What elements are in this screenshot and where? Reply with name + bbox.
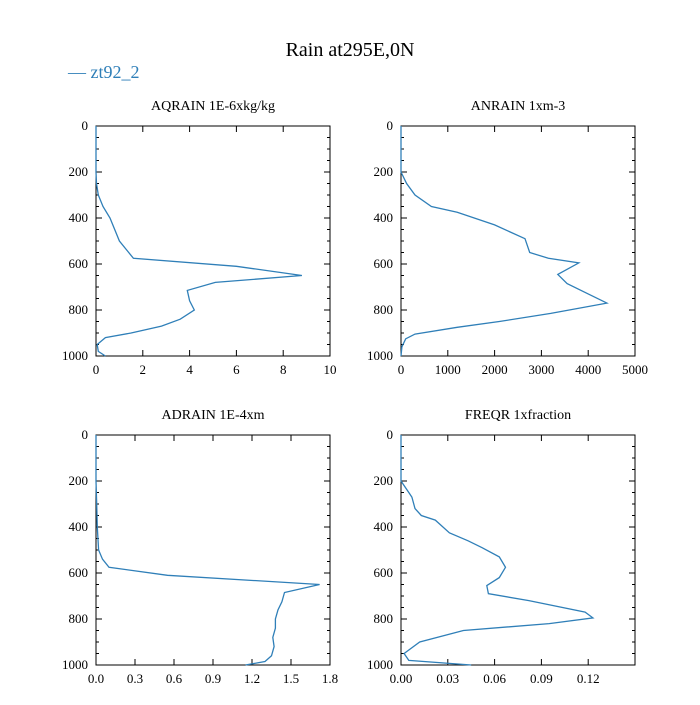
y-tick-label: 800 xyxy=(374,611,394,626)
y-tick-label: 0 xyxy=(387,427,394,442)
panels-group: AQRAIN 1E-6xkg/kg 0 2 4 6 8 10 0 200 400 600 800 100… xyxy=(62,99,648,686)
y-tick-label: 600 xyxy=(69,565,89,580)
plot-frame xyxy=(400,434,636,666)
legend: — zt92_2 xyxy=(67,62,140,82)
y-tick-label: 800 xyxy=(374,302,394,317)
legend-label: zt92_2 xyxy=(91,62,140,82)
panel-1: AQRAIN 1E-6xkg/kg 0 2 4 6 8 10 0 200 400 600 800 100… xyxy=(62,99,337,377)
x-tick-label: 8 xyxy=(280,362,287,377)
x-tick-label: 3000 xyxy=(528,362,554,377)
x-tick-label: 10 xyxy=(324,362,337,377)
y-tick-label: 800 xyxy=(69,611,89,626)
x-tick-label: 0.9 xyxy=(205,671,221,686)
y-tick-label: 400 xyxy=(69,519,89,534)
x-tick-label: 0.06 xyxy=(483,671,506,686)
x-tick-label: 4 xyxy=(186,362,193,377)
panel-title: ADRAIN 1E-4xm xyxy=(161,408,264,423)
x-tick-label: 0 xyxy=(398,362,405,377)
panel-title: FREQR 1xfraction xyxy=(465,408,571,423)
y-tick-label: 800 xyxy=(69,302,89,317)
panel-2: ANRAIN 1xm-3 0 1000 2000 3000 4000 5000 0 200 400… xyxy=(367,99,648,377)
y-tick-label: 200 xyxy=(374,473,394,488)
y-tick-label: 600 xyxy=(374,256,394,271)
series-line xyxy=(95,126,302,357)
series-line xyxy=(95,435,320,666)
y-tick-label: 1000 xyxy=(367,657,393,672)
y-tick-label: 600 xyxy=(69,256,89,271)
x-tick-label: 0.0 xyxy=(88,671,104,686)
legend-entry: — zt92_2 xyxy=(67,62,140,82)
y-tick-label: 400 xyxy=(374,519,394,534)
y-tick-label: 0 xyxy=(82,118,89,133)
x-tick-label: 0.03 xyxy=(436,671,459,686)
x-tick-label: 0 xyxy=(93,362,100,377)
plot-frame xyxy=(400,125,636,357)
y-tick-label: 600 xyxy=(374,565,394,580)
panel-title: ANRAIN 1xm-3 xyxy=(471,99,566,114)
plot-frame xyxy=(95,434,331,666)
y-tick-label: 200 xyxy=(69,164,89,179)
x-tick-label: 2 xyxy=(140,362,147,377)
y-tick-label: 400 xyxy=(69,210,89,225)
x-tick-label: 1.8 xyxy=(322,671,338,686)
y-tick-label: 200 xyxy=(69,473,89,488)
y-tick-label: 1000 xyxy=(62,348,88,363)
series-line xyxy=(400,126,609,357)
x-tick-label: 0.3 xyxy=(127,671,143,686)
x-tick-label: 6 xyxy=(233,362,240,377)
chart-title: Rain at295E,0N xyxy=(286,39,415,61)
panel-4: FREQR 1xfraction 0.00 0.03 0.06 0.09 0.12 0 200… xyxy=(367,408,636,686)
y-tick-label: 1000 xyxy=(367,348,393,363)
legend-line-marker: — xyxy=(67,62,91,82)
x-tick-label: 4000 xyxy=(575,362,601,377)
x-tick-label: 0.12 xyxy=(577,671,600,686)
panel-title: AQRAIN 1E-6xkg/kg xyxy=(151,99,275,114)
plot-frame xyxy=(95,125,331,357)
y-tick-label: 0 xyxy=(387,118,394,133)
x-tick-label: 0.00 xyxy=(390,671,413,686)
y-tick-label: 200 xyxy=(374,164,394,179)
x-tick-label: 0.6 xyxy=(166,671,183,686)
panel-3: ADRAIN 1E-4xm 0.0 0.3 0.6 0.9 1.2 1.5 1.8 0 200 40… xyxy=(62,408,338,686)
y-tick-label: 0 xyxy=(82,427,89,442)
x-tick-label: 2000 xyxy=(482,362,508,377)
series-line xyxy=(400,435,595,666)
y-tick-label: 1000 xyxy=(62,657,88,672)
x-tick-label: 1.5 xyxy=(283,671,299,686)
y-tick-label: 400 xyxy=(374,210,394,225)
x-tick-label: 0.09 xyxy=(530,671,553,686)
x-tick-label: 5000 xyxy=(622,362,648,377)
x-tick-label: 1.2 xyxy=(244,671,260,686)
x-tick-label: 1000 xyxy=(435,362,461,377)
